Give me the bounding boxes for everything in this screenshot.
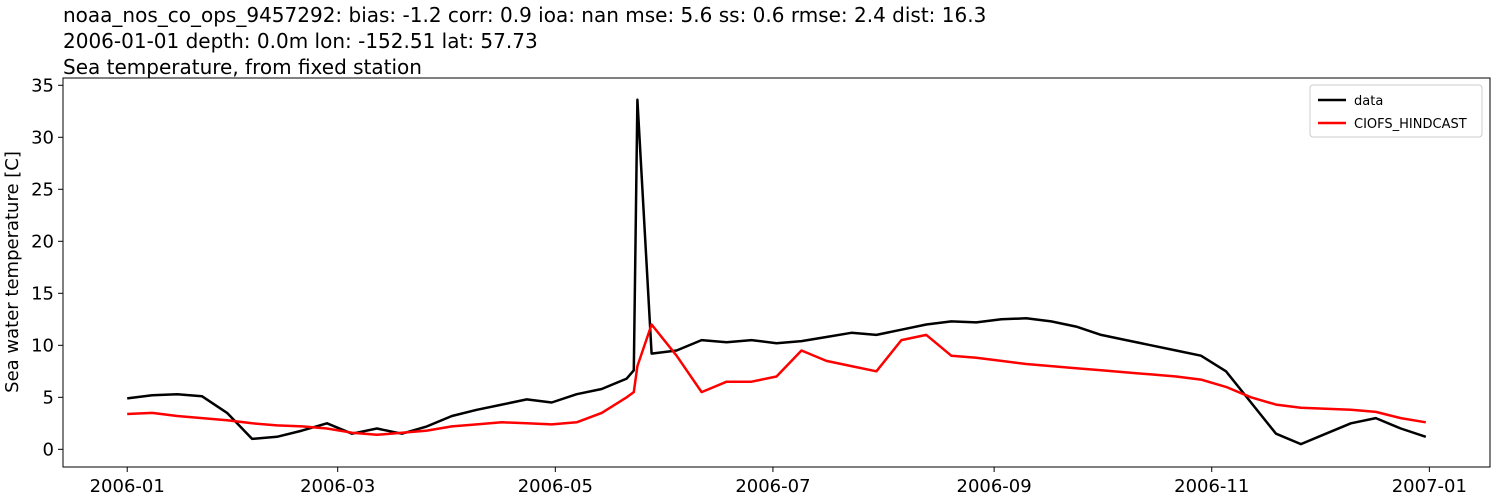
- legend-label: CIOFS_HINDCAST: [1354, 117, 1467, 132]
- y-tick-label: 20: [31, 231, 54, 252]
- legend-label: data: [1354, 94, 1383, 109]
- x-tick-label: 2006-05: [518, 476, 593, 497]
- plot-area: [62, 77, 1491, 468]
- chart-subtitle: Sea temperature, from fixed station: [63, 55, 422, 79]
- y-tick-label: 10: [31, 335, 54, 356]
- x-tick-label: 2006-07: [735, 476, 810, 497]
- y-tick-label: 0: [43, 439, 54, 460]
- x-tick-label: 2006-09: [957, 476, 1032, 497]
- x-tick-label: 2006-03: [300, 476, 375, 497]
- y-tick-label: 15: [31, 283, 54, 304]
- x-tick-label: 2006-11: [1174, 476, 1249, 497]
- series-line: [127, 98, 1427, 446]
- y-axis-label: Sea water temperature [C]: [2, 151, 23, 393]
- y-tick-label: 30: [31, 127, 54, 148]
- x-tick-label: 2006-01: [90, 476, 165, 497]
- y-tick-label: 25: [31, 179, 54, 200]
- series-line: [127, 323, 1427, 437]
- chart-subtitle: 2006-01-01 depth: 0.0m lon: -152.51 lat:…: [63, 29, 538, 53]
- x-tick-label: 2007-01: [1392, 476, 1467, 497]
- y-tick-label: 35: [31, 75, 54, 96]
- chart-title: noaa_nos_co_ops_9457292: bias: -1.2 corr…: [63, 3, 986, 27]
- y-tick-label: 5: [43, 387, 54, 408]
- legend-box: [1309, 84, 1483, 138]
